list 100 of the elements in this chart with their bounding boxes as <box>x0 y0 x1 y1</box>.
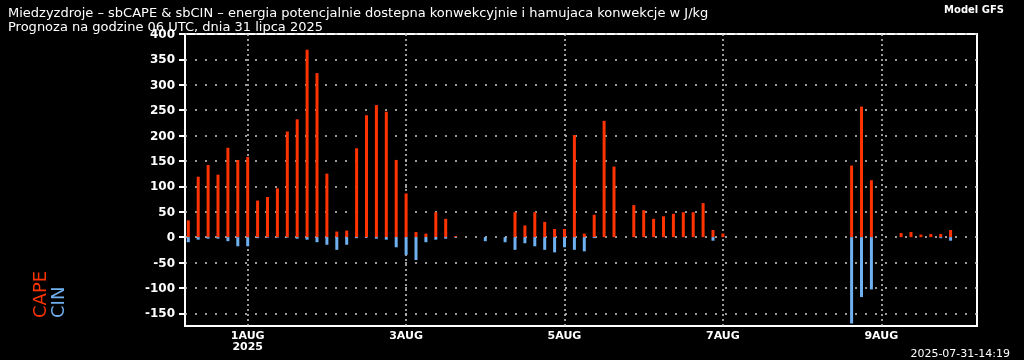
x-tick-label: 1AUG 2025 <box>230 329 265 353</box>
bar <box>513 237 517 250</box>
chart-title: Miedzyzdroje – sbCAPE & sbCIN – energia potencjalnie dostepna konwekcyjnie i hamujaca konwekcje w J/kg <box>8 5 709 20</box>
bar <box>543 237 547 250</box>
bar <box>434 237 438 240</box>
bar <box>206 165 210 238</box>
bar <box>572 237 576 250</box>
bar <box>434 212 438 238</box>
bar <box>483 237 487 242</box>
bar <box>384 111 388 238</box>
bar <box>414 232 418 238</box>
bar <box>335 237 339 250</box>
bar <box>612 166 616 238</box>
bar <box>899 233 903 238</box>
bar <box>246 237 250 247</box>
bar <box>662 216 665 238</box>
bar <box>325 237 329 245</box>
bar <box>711 230 715 238</box>
bar <box>345 230 349 238</box>
bar <box>394 159 398 238</box>
bar <box>394 237 398 248</box>
bar <box>384 237 388 240</box>
y-tick-label: 100 <box>149 179 175 194</box>
bar <box>236 237 240 247</box>
bar <box>671 213 675 238</box>
bar <box>860 237 863 298</box>
bar <box>909 232 913 238</box>
y-tick-label: -150 <box>144 306 175 321</box>
y-tick-label: -100 <box>144 280 175 295</box>
y-tick-label: 150 <box>149 153 175 168</box>
bar <box>860 106 863 238</box>
bar <box>285 131 289 238</box>
y-tick-label: 0 <box>166 230 175 245</box>
bar <box>869 237 873 290</box>
bar <box>216 174 220 238</box>
bar <box>295 119 299 238</box>
bar <box>582 237 586 252</box>
bar <box>325 173 329 238</box>
bar <box>305 237 309 240</box>
bar <box>592 214 596 238</box>
bar <box>681 212 685 238</box>
bar <box>196 176 200 238</box>
y-tick-label: 250 <box>149 103 175 118</box>
bar <box>850 237 854 324</box>
bar <box>602 120 606 238</box>
text: 2025-07-31-14:19 <box>910 347 1010 360</box>
bar <box>246 156 250 238</box>
bar <box>533 212 537 238</box>
text: Model GFS <box>944 3 1004 15</box>
bar <box>315 237 319 243</box>
bar <box>642 210 646 238</box>
x-tick-label: 9AUG <box>864 329 899 342</box>
bar <box>236 159 240 238</box>
bar <box>949 237 953 241</box>
bar <box>929 234 933 238</box>
bar <box>503 237 507 243</box>
bar <box>513 212 517 238</box>
bar <box>355 148 359 238</box>
bar <box>652 218 656 238</box>
bar <box>632 205 636 238</box>
bar <box>949 230 953 238</box>
bar <box>691 212 695 238</box>
bar <box>196 237 200 240</box>
y-tick-label: -50 <box>153 255 175 270</box>
bar <box>444 218 448 238</box>
x-tick-label: 3AUG <box>389 329 423 342</box>
y-tick-label: 200 <box>149 128 175 143</box>
bar <box>553 229 557 238</box>
bar <box>315 73 319 238</box>
y-tick-label: 50 <box>158 204 175 219</box>
bar <box>275 188 279 238</box>
bar <box>563 229 566 238</box>
bar <box>256 200 260 238</box>
bar <box>186 237 190 243</box>
bar <box>404 193 408 238</box>
x-tick-label: 7AUG <box>706 329 740 342</box>
bar <box>572 135 576 238</box>
bar <box>533 237 537 247</box>
bar <box>563 237 566 248</box>
bar <box>701 203 705 238</box>
bar <box>543 221 547 238</box>
bar <box>226 147 230 238</box>
bar <box>374 105 378 238</box>
y-tick-label: 300 <box>149 77 175 92</box>
bar <box>523 237 527 244</box>
bar <box>404 237 408 255</box>
bar <box>850 165 854 238</box>
bar <box>186 220 190 238</box>
bar <box>414 237 418 260</box>
bar <box>226 237 230 242</box>
bar <box>305 49 309 238</box>
bar <box>345 237 349 245</box>
bar <box>711 237 715 241</box>
bar <box>365 115 368 238</box>
bar <box>553 237 557 253</box>
y-tick-label: 350 <box>149 52 175 67</box>
x-tick-label: 5AUG <box>547 329 582 342</box>
bar <box>266 197 269 238</box>
bar <box>523 225 527 238</box>
bar <box>869 180 873 238</box>
